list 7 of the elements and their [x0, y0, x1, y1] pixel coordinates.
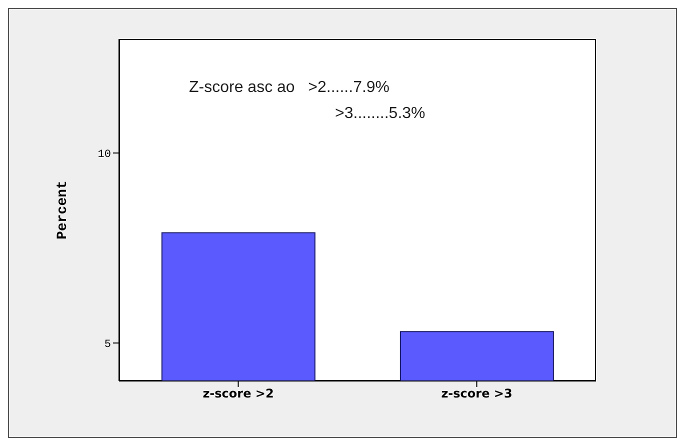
- y-tick-label: 10: [98, 148, 111, 161]
- y-tick-label: 5: [104, 338, 111, 351]
- y-axis-title: Percent: [54, 180, 71, 240]
- annotation: >3........5.3%: [335, 105, 426, 123]
- x-tick-label: z-score >2: [202, 386, 274, 401]
- x-tick-label: z-score >3: [441, 386, 512, 401]
- annotation: Z-score asc ao >2......7.9%: [189, 79, 390, 97]
